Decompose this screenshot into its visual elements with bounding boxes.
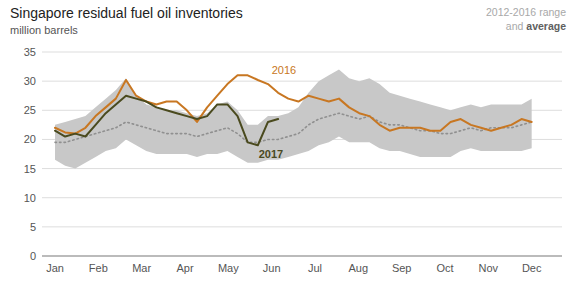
x-tick-label: Aug [349, 262, 369, 274]
grid-line [42, 168, 562, 169]
annotation: 2016 [272, 64, 296, 76]
x-tick-label: Jun [263, 262, 281, 274]
x-tick-label: Nov [479, 262, 499, 274]
legend-entry: average [526, 20, 566, 32]
plot-area [55, 69, 532, 168]
y-tick-label: 10 [24, 192, 36, 204]
x-tick-label: Feb [89, 262, 108, 274]
x-tick-label: Sep [392, 262, 412, 274]
x-axis-line [42, 256, 562, 257]
y-tick-label: 30 [24, 75, 36, 87]
series-line [55, 96, 278, 146]
x-tick-label: Mar [132, 262, 151, 274]
y-tick-label: 5 [30, 221, 36, 233]
series-line [55, 75, 532, 133]
annotation: 2017 [259, 148, 283, 160]
range-area [55, 69, 532, 168]
x-tick-label: Apr [176, 262, 193, 274]
y-tick-label: 35 [24, 46, 36, 58]
y-tick-label: 0 [30, 250, 36, 262]
subtitle: million barrels [10, 24, 78, 36]
y-tick-label: 15 [24, 163, 36, 175]
x-tick-label: Dec [522, 262, 542, 274]
x-tick-label: May [218, 262, 239, 274]
y-tick-label: 20 [24, 133, 36, 145]
legend-entry: 2012-2016 range [486, 6, 566, 18]
x-tick-label: Oct [436, 262, 453, 274]
grid-line [42, 197, 562, 198]
grid [42, 52, 562, 256]
grid-line [42, 52, 562, 53]
legend-text: and [506, 20, 526, 32]
x-tick-label: Jul [308, 262, 322, 274]
x-tick-label: Jan [46, 262, 64, 274]
y-tick-label: 25 [24, 104, 36, 116]
grid-line [42, 81, 562, 82]
chart: Singapore residual fuel oil inventories m… [0, 0, 576, 287]
grid-line [42, 256, 562, 257]
title: Singapore residual fuel oil inventories [10, 5, 243, 21]
background [0, 0, 576, 287]
series-line [55, 113, 532, 142]
grid-line [42, 226, 562, 227]
